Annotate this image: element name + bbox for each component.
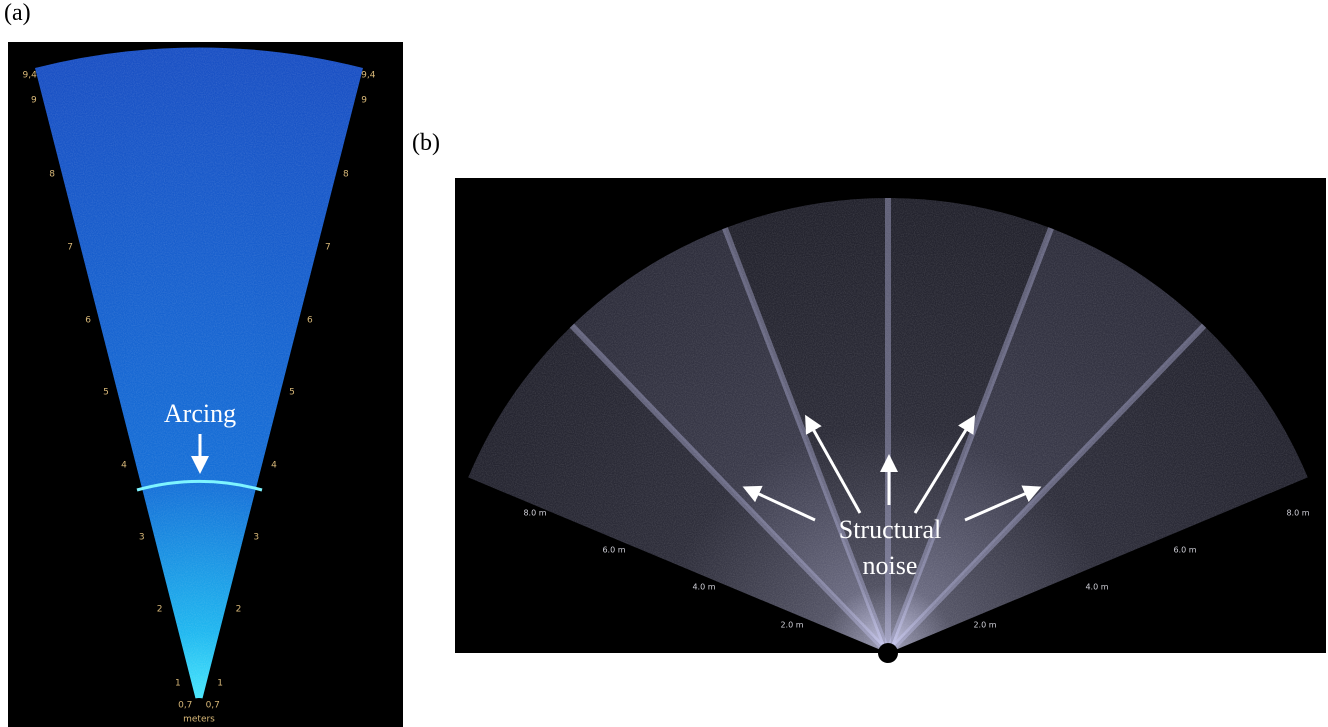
page: (a) Arcing meters (b) 9,4 9,4 9 9 8 8 7 7 6 6 5 5 4 4… [0,0,1328,727]
range-label: 8 [49,170,55,180]
panel-label: (b) [412,130,440,156]
figure: (a) Arcing meters (b) 9,4 9,4 9 9 8 8 7 7 6 6 5 5 4 4… [0,0,1328,727]
range-label: 2.0 m [780,621,803,630]
range-label: 2.0 m [973,621,996,630]
range-label: 7 [325,243,331,253]
range-label: 6.0 m [602,546,625,555]
range-label: 8.0 m [1286,509,1309,518]
range-label: 4 [121,461,127,471]
range-label: 9,4 [22,71,37,81]
range-label: 4 [271,461,277,471]
range-label: 5 [289,388,295,398]
range-label: 0,7 [206,701,220,711]
range-label: 6 [307,316,313,326]
transducer [878,643,898,663]
range-label: 9 [361,96,367,106]
annotation: Structural noise [820,512,960,584]
unit-label: meters [183,715,215,725]
panel-label: (a) [4,0,31,26]
range-label: 4.0 m [692,583,715,592]
range-label: 6.0 m [1173,546,1196,555]
annotation: Arcing [164,399,236,428]
range-label: 6 [85,316,91,326]
range-label: 4.0 m [1085,583,1108,592]
range-label: 2 [157,605,163,615]
range-label: 0,7 [178,701,192,711]
range-label: 1 [175,679,181,689]
range-label: 7 [67,243,73,253]
range-label: 2 [236,605,242,615]
range-label: 8.0 m [523,509,546,518]
range-label: 5 [103,388,109,398]
range-label: 9,4 [361,71,376,81]
range-label: 9 [31,96,37,106]
range-label: 3 [139,533,145,543]
range-label: 3 [253,533,259,543]
range-label: 8 [343,170,349,180]
range-label: 1 [217,679,223,689]
